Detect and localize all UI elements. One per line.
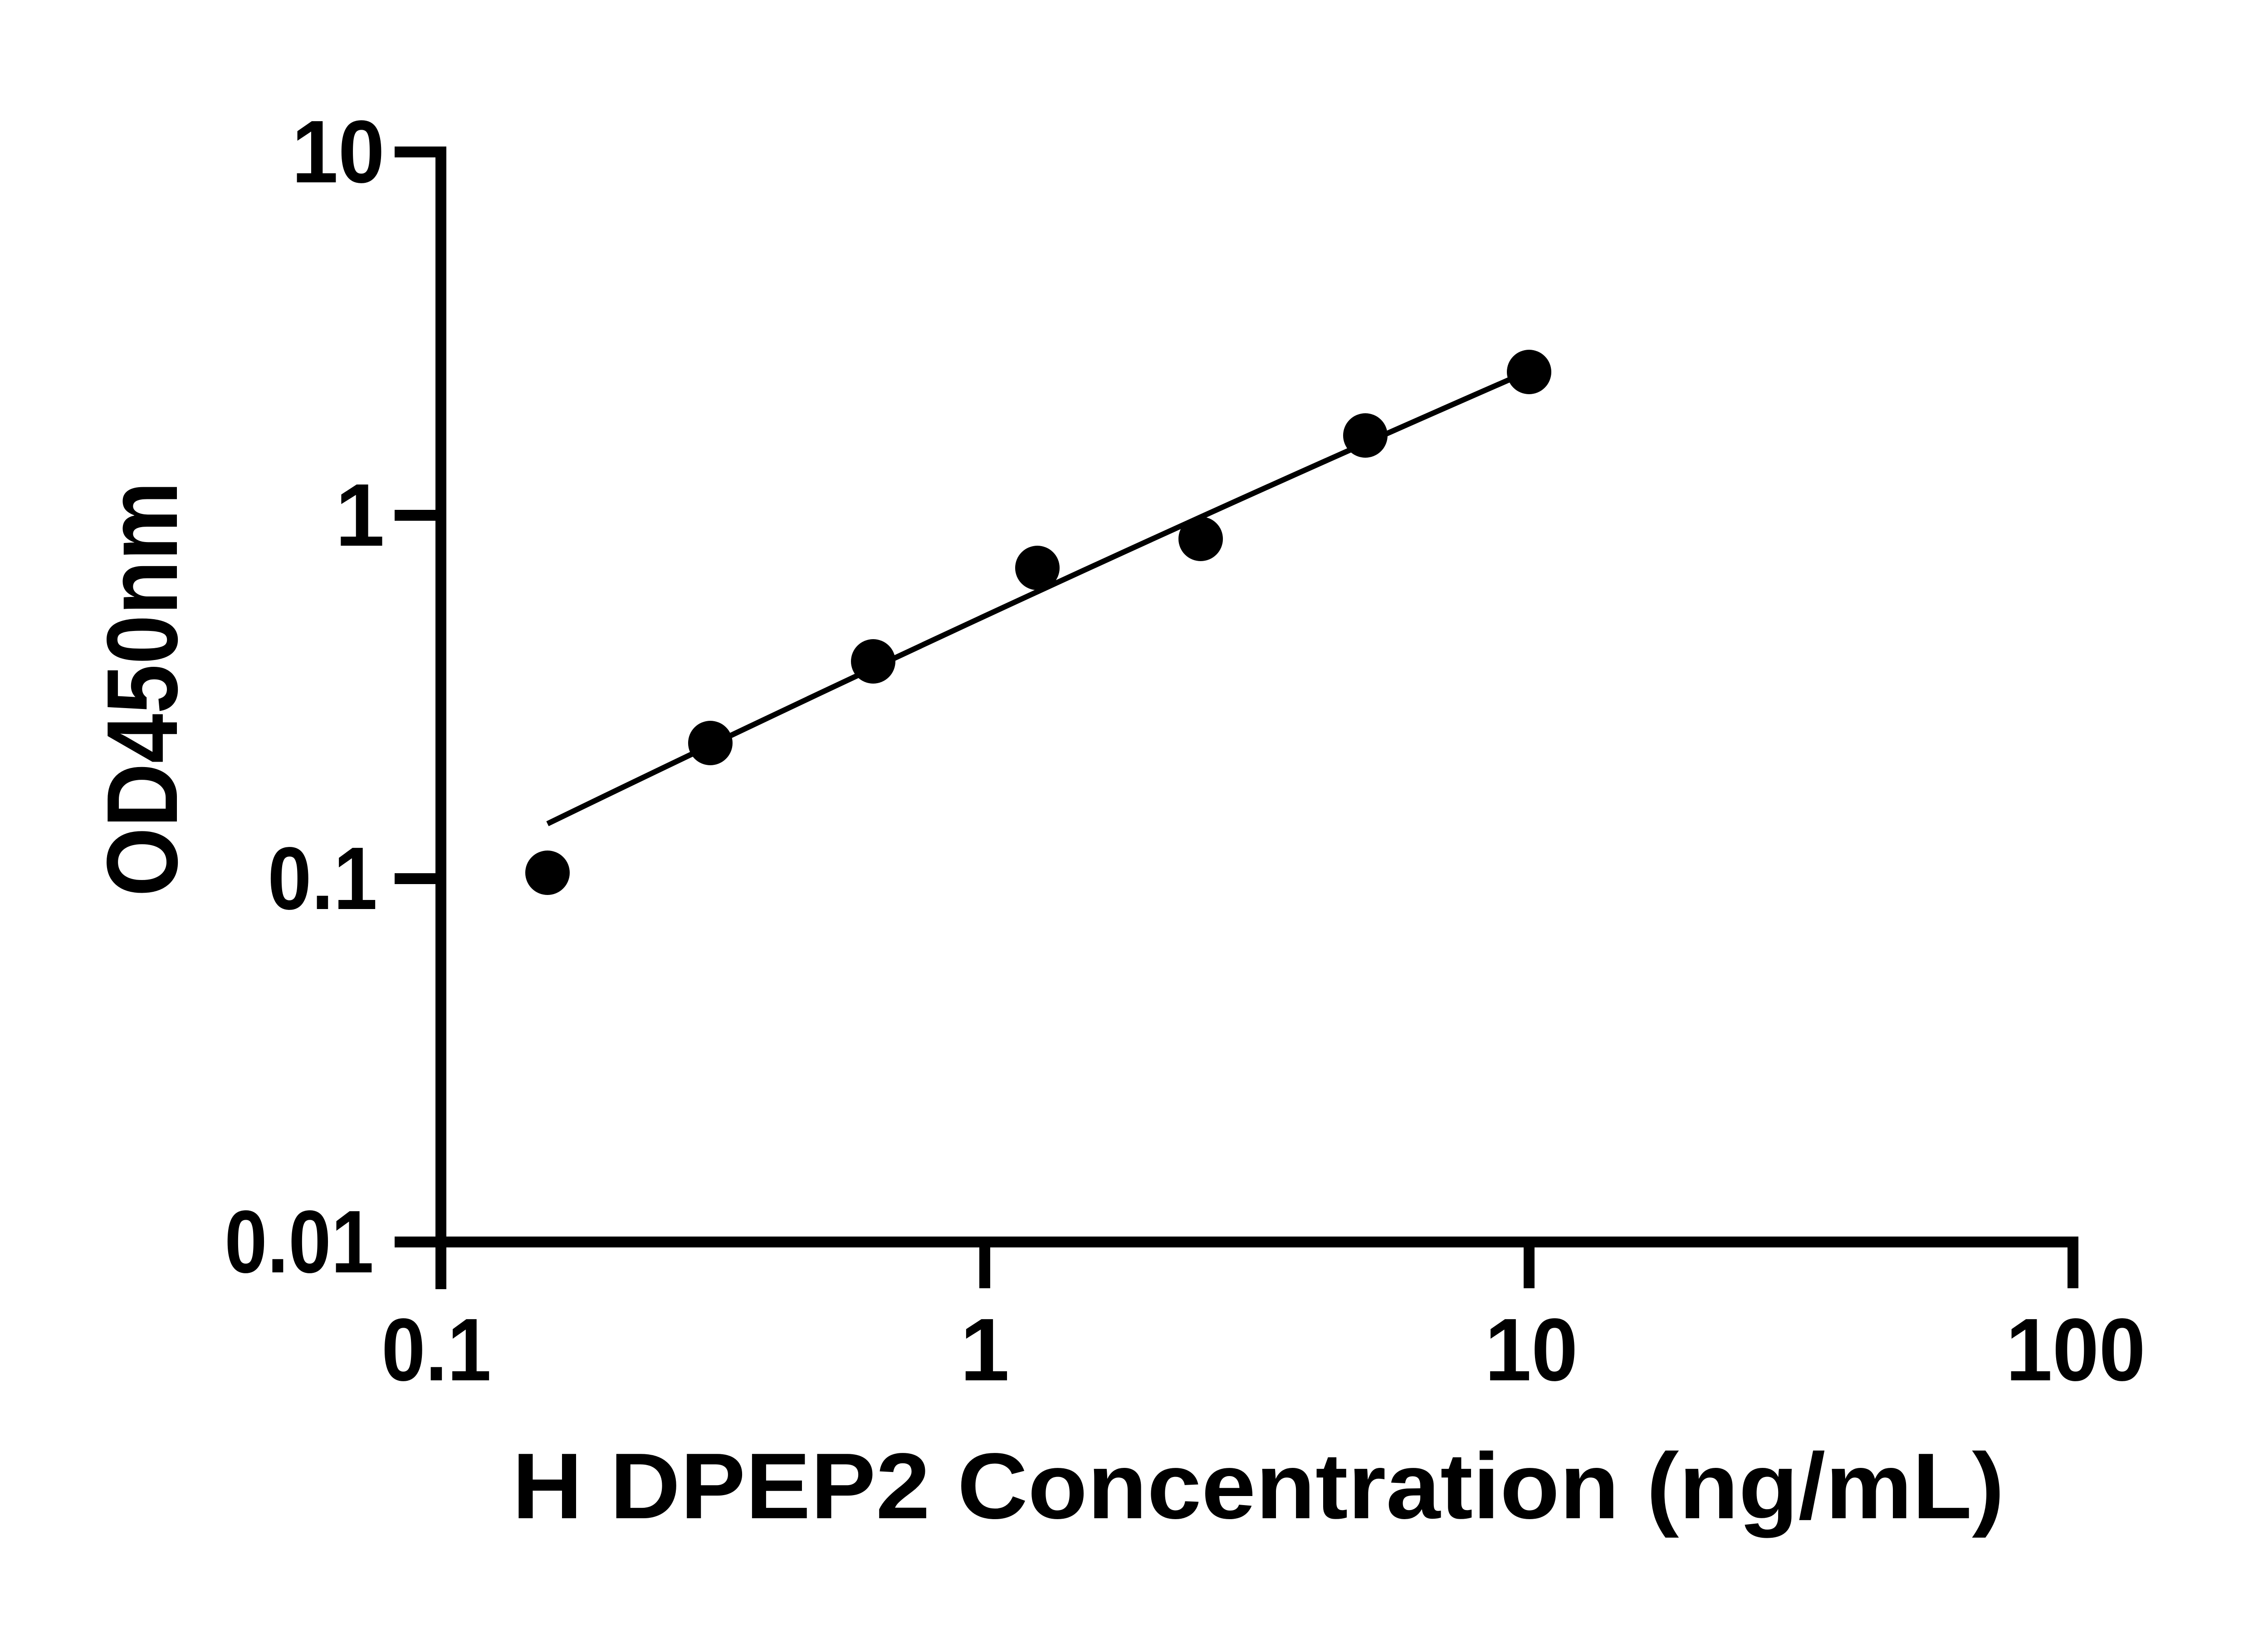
svg-text:10: 10: [292, 102, 385, 201]
svg-text:10: 10: [1485, 1300, 1578, 1399]
svg-text:0.1: 0.1: [268, 829, 377, 928]
svg-text:H DPEP2 Concentration (ng/mL): H DPEP2 Concentration (ng/mL): [512, 1434, 2004, 1538]
svg-text:100: 100: [2006, 1300, 2146, 1399]
svg-text:1: 1: [960, 1300, 1009, 1399]
svg-text:1: 1: [335, 465, 385, 565]
svg-text:0.01: 0.01: [225, 1192, 374, 1291]
svg-text:OD450nm: OD450nm: [86, 482, 199, 897]
svg-text:0.1: 0.1: [381, 1300, 491, 1399]
